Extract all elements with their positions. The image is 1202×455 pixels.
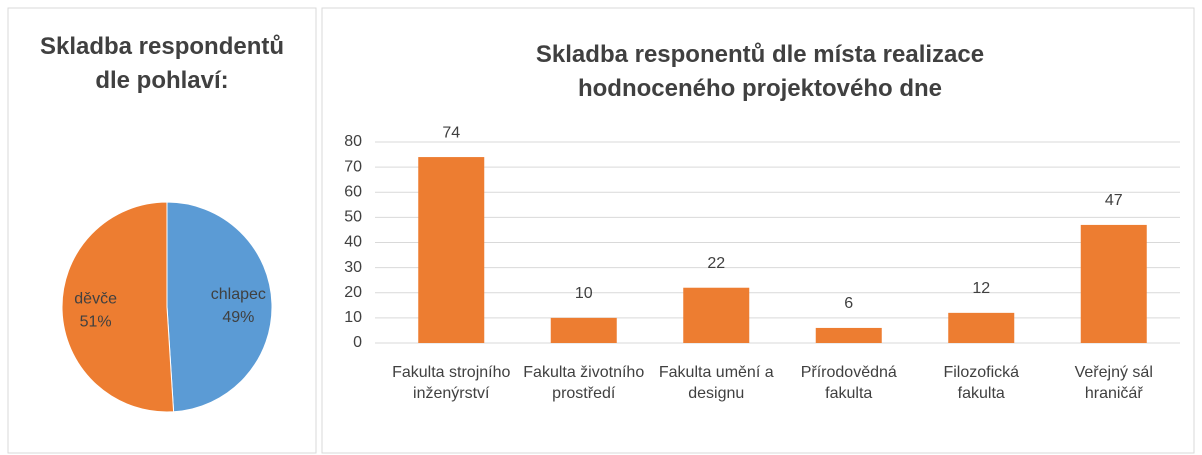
bar: [815, 327, 882, 343]
x-tick-label: Přírodovědná fakulta: [800, 364, 897, 402]
slice-label: chlapec: [211, 286, 266, 303]
y-tick-label: 20: [344, 284, 362, 301]
bar: [948, 312, 1015, 343]
bar-value: 12: [972, 280, 990, 297]
pie-slice: [61, 201, 175, 413]
x-tick-label: Veřejný sál hraničář: [1074, 364, 1153, 402]
x-tick-label: Fakulta umění a designu: [658, 364, 774, 402]
bar-title: Skladba responentů dle místa realizace h…: [535, 41, 985, 102]
bar: [550, 317, 617, 343]
slice-value: 51%: [80, 313, 112, 330]
bar-value: 22: [707, 255, 725, 272]
y-tick-label: 30: [344, 259, 362, 276]
y-tick-label: 80: [344, 133, 362, 150]
y-tick-label: 40: [344, 234, 362, 251]
y-tick-label: 10: [344, 309, 362, 326]
bar-value: 47: [1105, 192, 1123, 209]
bar: [683, 287, 750, 343]
x-tick-label: Fakulta strojního inženýrství: [392, 364, 511, 402]
x-tick-label: Filozofická fakulta: [943, 364, 1020, 402]
y-tick-label: 70: [344, 158, 362, 175]
y-tick-label: 60: [344, 183, 362, 200]
slice-value: 49%: [222, 309, 254, 326]
pie-panel: [7, 7, 317, 454]
bar: [1080, 224, 1147, 343]
pie-title: Skladba respondentů dle pohlaví:: [39, 33, 285, 94]
bar-value: 10: [575, 285, 593, 302]
y-tick-label: 0: [353, 334, 362, 351]
bar-value: 6: [844, 295, 853, 312]
bar-panel: [321, 7, 1195, 454]
bar-value: 74: [442, 124, 460, 141]
bar: [418, 157, 485, 343]
y-tick-label: 50: [344, 209, 362, 226]
x-tick-label: Fakulta životního prostředí: [523, 364, 645, 402]
pie-slice: [166, 201, 273, 413]
slice-label: děvče: [74, 290, 117, 307]
